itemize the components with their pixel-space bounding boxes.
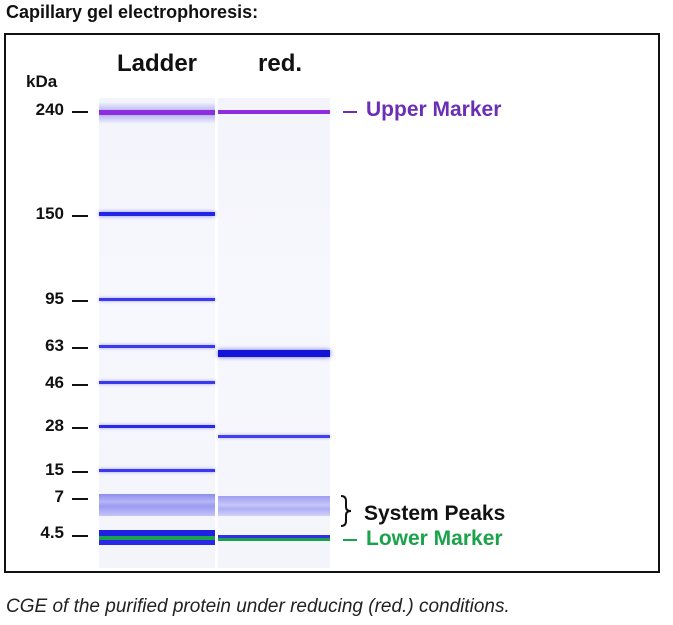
lane-header-reduced: red.: [258, 50, 303, 77]
system-peaks-label: System Peaks: [364, 502, 506, 525]
band-below-marker: [99, 540, 215, 545]
band-system-peaks: [99, 494, 215, 516]
gel-lane-ladder: [99, 98, 215, 568]
mw-label-4-5: 4.5: [40, 523, 64, 542]
lane-header-ladder: Ladder: [117, 50, 198, 77]
mw-tick: [72, 384, 88, 386]
band-63: [99, 345, 215, 348]
mw-label-7: 7: [54, 487, 64, 506]
upper-marker-dash: [343, 111, 357, 113]
band-150: [99, 212, 215, 216]
mw-tick: [72, 111, 88, 113]
band-240-upper-marker: [99, 110, 215, 115]
mw-tick: [72, 471, 88, 473]
figure-caption: CGE of the purified protein under reduci…: [6, 596, 510, 617]
mw-label-95: 95: [45, 289, 64, 308]
band-upper-marker: [218, 110, 330, 114]
band-46: [99, 381, 215, 384]
mw-tick: [72, 498, 88, 500]
band-lower-edge: [218, 535, 330, 538]
mw-tick: [72, 300, 88, 302]
mw-tick: [72, 427, 88, 429]
mw-tick: [72, 215, 88, 217]
gel-lane-reduced: [218, 98, 330, 568]
axis-unit-label: kDa: [26, 72, 58, 91]
lower-marker-label: Lower Marker: [366, 527, 503, 550]
mw-label-46: 46: [45, 373, 64, 392]
band-4-5: [99, 530, 215, 536]
mw-tick: [72, 535, 88, 537]
mw-label-15: 15: [45, 460, 64, 479]
gel-frame: [4, 33, 660, 573]
band-lower-marker: [218, 538, 330, 541]
figure-title: Capillary gel electrophoresis:: [6, 2, 259, 22]
mw-tick: [72, 347, 88, 349]
band-light-chain: [218, 435, 330, 438]
mw-label-240: 240: [35, 100, 64, 119]
band-heavy-chain: [218, 350, 330, 357]
band-95: [99, 298, 215, 301]
system-peaks-brace: [340, 495, 352, 527]
upper-marker-label: Upper Marker: [366, 98, 502, 121]
band-28: [99, 425, 215, 428]
mw-label-150: 150: [35, 204, 64, 223]
mw-label-63: 63: [45, 336, 64, 355]
mw-label-28: 28: [45, 416, 64, 435]
band-15: [99, 469, 215, 472]
lower-marker-dash: [343, 539, 357, 541]
band-lower-marker: [99, 536, 215, 540]
band-system-peaks: [218, 496, 330, 516]
